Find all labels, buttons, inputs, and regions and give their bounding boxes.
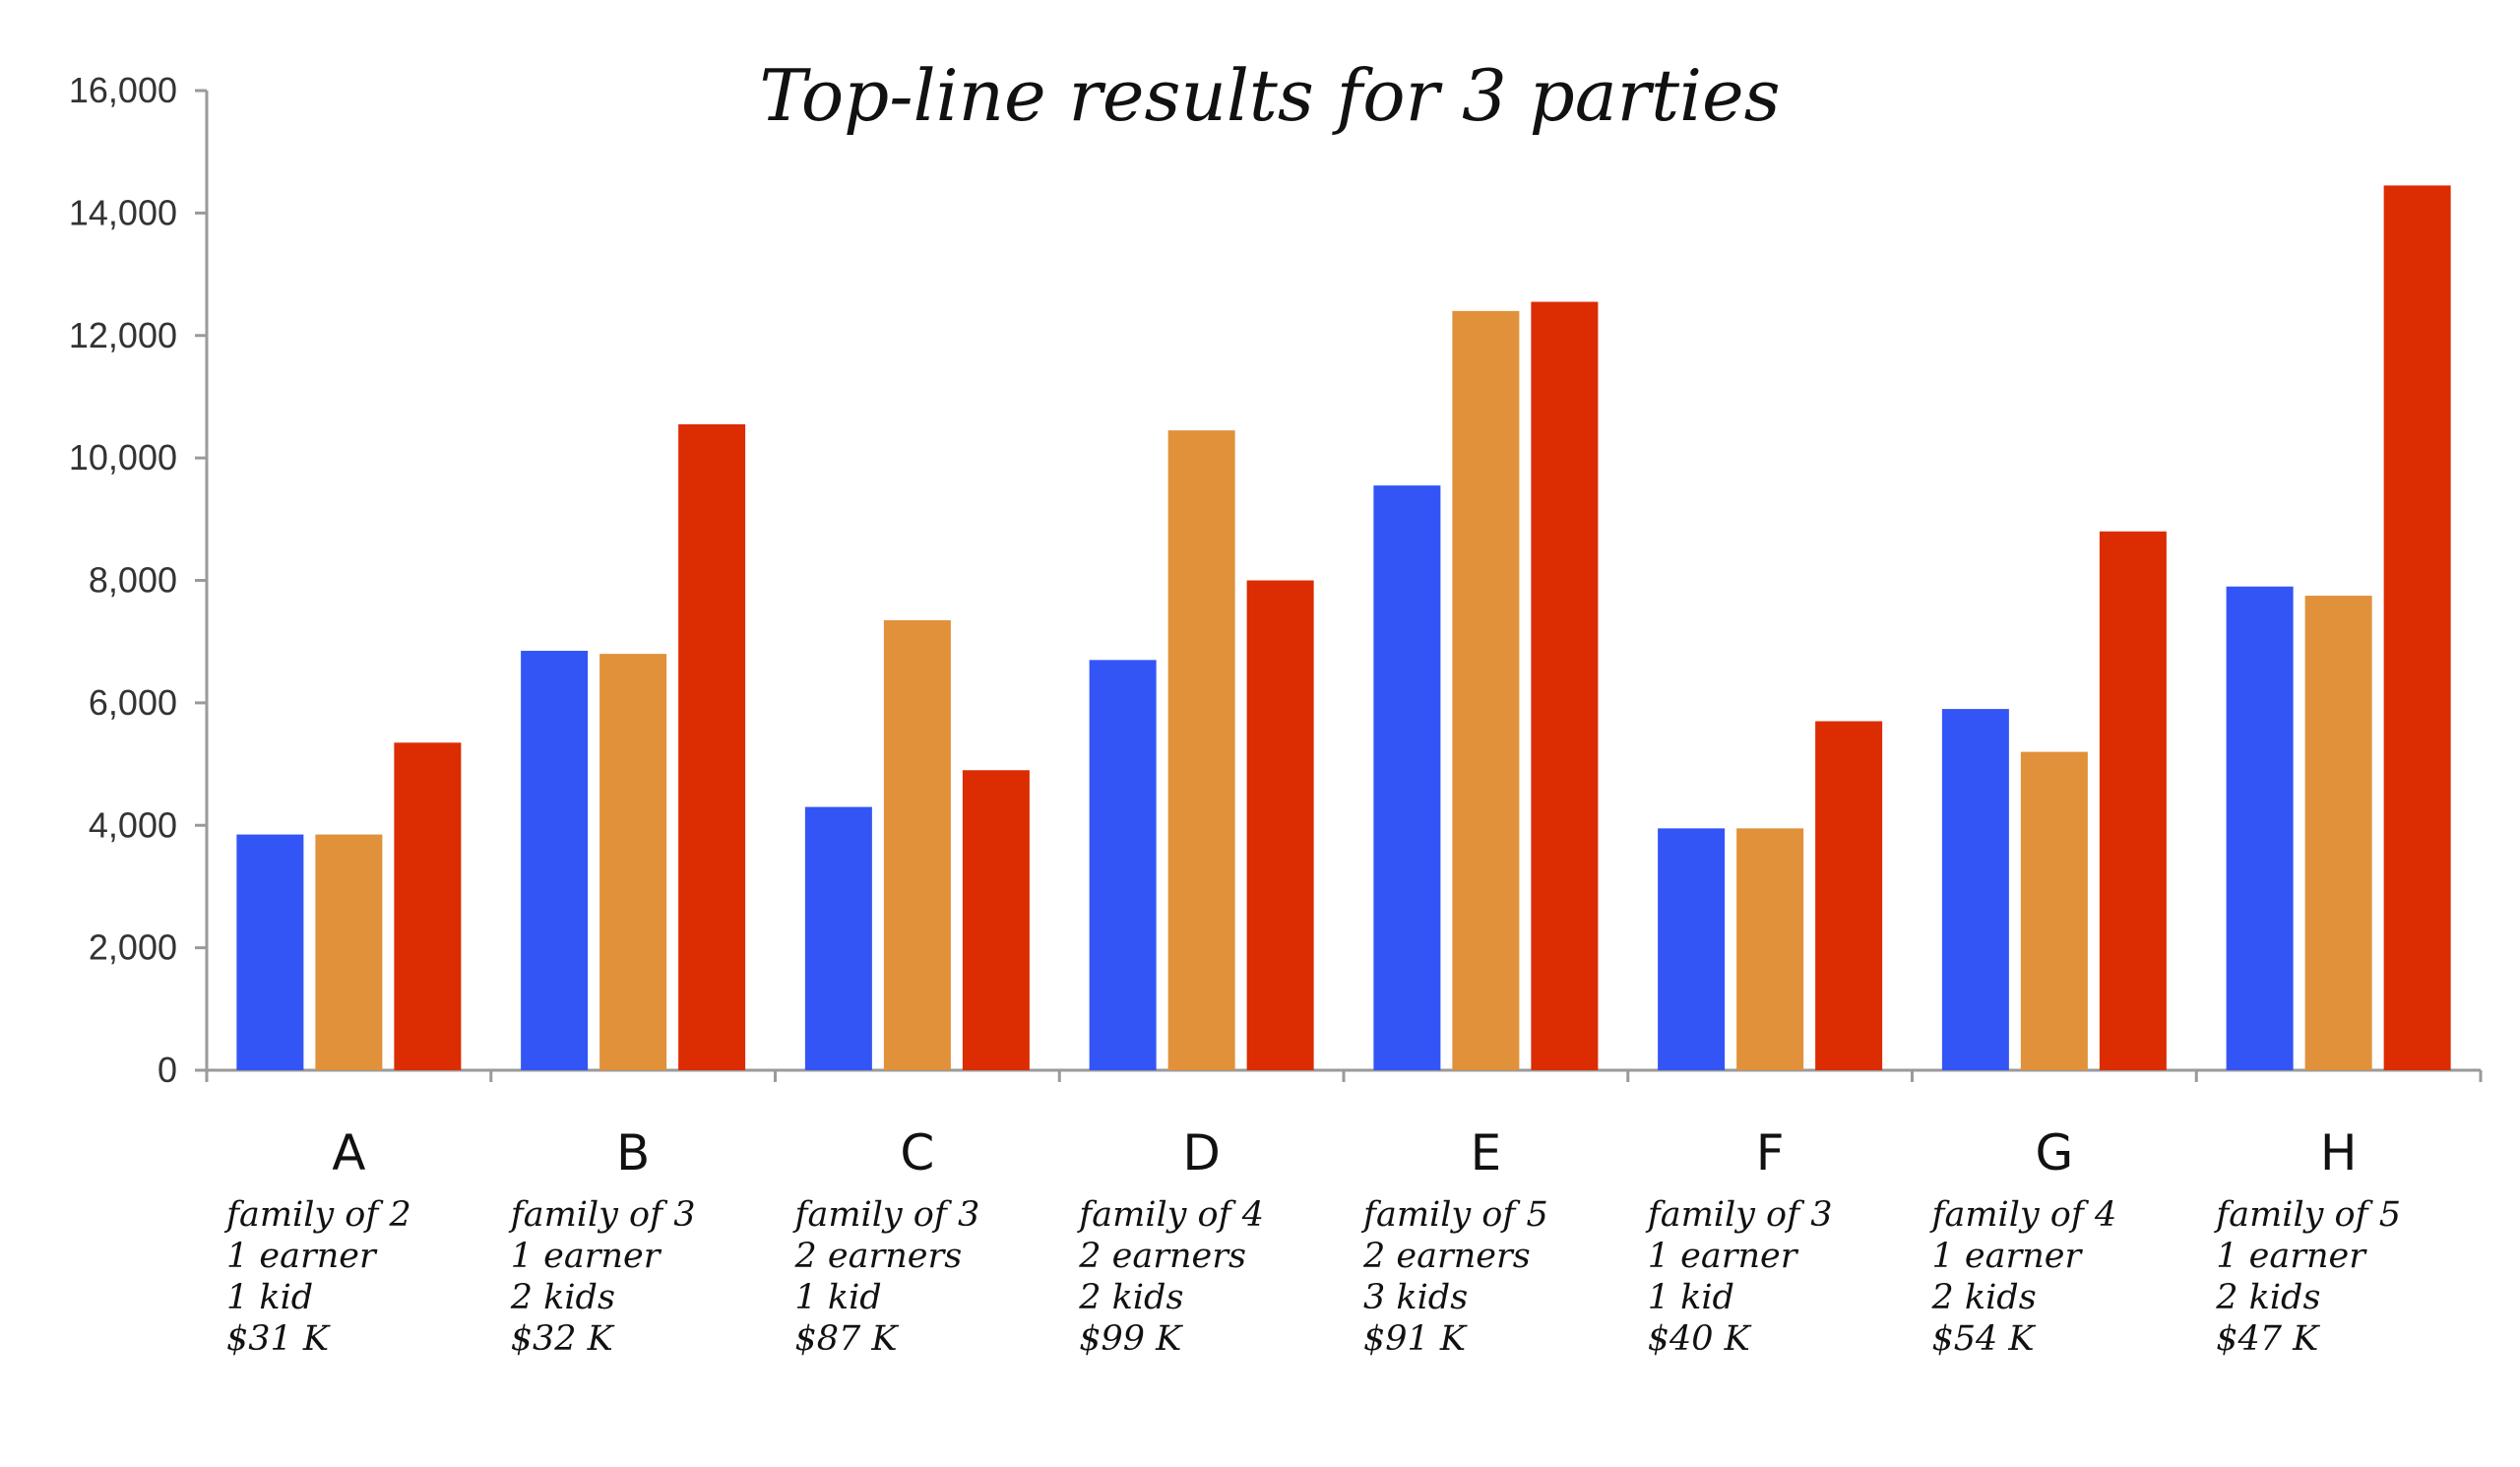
bar-B-2 [599, 654, 667, 1070]
bar-B-3 [678, 423, 746, 1070]
category-description-line: 2 earners [1362, 1237, 1531, 1276]
category-description-line: 1 kid [1648, 1278, 1734, 1317]
category-description-line: 1 earner [1932, 1237, 2084, 1276]
category-description-line: family of 4 [1929, 1195, 2117, 1235]
category-description-line: 2 earners [794, 1237, 963, 1276]
bar-A-1 [236, 834, 304, 1070]
x-axis [205, 1068, 2483, 1082]
y-tick-label: 4,000 [89, 804, 177, 845]
category-description-line: 2 kids [1078, 1278, 1183, 1317]
category-description-line: $31 K [226, 1319, 331, 1359]
category-description-line: 2 kids [510, 1278, 615, 1317]
category-description-line: 1 earner [1648, 1237, 1799, 1276]
category-description-line: family of 2 [223, 1195, 411, 1235]
category-description-line: family of 5 [2213, 1195, 2401, 1235]
category-label: A [332, 1124, 365, 1181]
category-description-line: family of 3 [792, 1195, 980, 1235]
category-label: E [1471, 1124, 1502, 1181]
bar-H-3 [2383, 185, 2451, 1070]
category-description-line: $47 K [2216, 1319, 2320, 1359]
bar-C-1 [804, 806, 872, 1070]
bar-E-1 [1373, 485, 1441, 1070]
category-description-line: family of 3 [508, 1195, 696, 1235]
category-description-line: 2 kids [1931, 1278, 2037, 1317]
y-tick-label: 0 [158, 1050, 177, 1090]
chart-title: Top-line results for 3 parties [759, 54, 1780, 137]
bar-G-2 [2020, 751, 2088, 1070]
category-description-line: 1 kid [226, 1278, 313, 1317]
bar-H-2 [2304, 596, 2372, 1070]
category-description-line: $32 K [511, 1319, 615, 1359]
bar-D-2 [1167, 430, 1235, 1070]
category-description-line: $87 K [795, 1319, 900, 1359]
category-description-line: 2 kids [2215, 1278, 2320, 1317]
y-tick-label: 10,000 [69, 437, 177, 478]
category-description-line: $91 K [1363, 1319, 1468, 1359]
category-description-line: family of 4 [1076, 1195, 1264, 1235]
category-description-line: family of 3 [1645, 1195, 1833, 1235]
category-description-line: 1 kid [795, 1278, 882, 1317]
y-tick-label: 2,000 [89, 927, 177, 968]
bar-C-3 [962, 770, 1030, 1070]
bar-E-2 [1452, 310, 1520, 1070]
bar-G-1 [1941, 709, 2009, 1070]
bar-C-2 [883, 619, 951, 1070]
y-axis: 0 2,000 4,000 6,000 8,000 10,000 12,000 14,000 1… [69, 70, 209, 1090]
category-description-line: 1 earner [511, 1237, 662, 1276]
y-tick-label: 16,000 [69, 70, 177, 110]
y-tick-label: 6,000 [89, 682, 177, 723]
y-tick-label: 8,000 [89, 560, 177, 601]
bar-A-2 [315, 834, 383, 1070]
y-tick-label: 12,000 [69, 315, 177, 355]
bar-F-3 [1815, 721, 1883, 1070]
bars [236, 185, 2451, 1070]
bar-H-1 [2226, 586, 2294, 1070]
category-description-line: 2 earners [1078, 1237, 1246, 1276]
bar-A-3 [394, 742, 462, 1070]
category-description-line: $40 K [1648, 1319, 1752, 1359]
bar-D-3 [1246, 580, 1314, 1070]
category-label: D [1182, 1124, 1221, 1181]
category-label: C [900, 1124, 934, 1181]
category-description-line: 1 earner [226, 1237, 378, 1276]
bar-F-1 [1658, 828, 1726, 1070]
category-description-line: $54 K [1932, 1319, 2037, 1359]
category-label: F [1756, 1124, 1785, 1181]
category-description-line: 1 earner [2216, 1237, 2367, 1276]
bar-E-3 [1531, 301, 1599, 1070]
category-description-line: $99 K [1079, 1319, 1183, 1359]
category-description-line: family of 5 [1360, 1195, 1548, 1235]
bar-D-1 [1089, 660, 1157, 1070]
y-tick-label: 14,000 [69, 192, 177, 232]
bar-B-1 [521, 651, 589, 1070]
category-description-line: 3 kids [1363, 1278, 1468, 1317]
category-label: B [616, 1124, 650, 1181]
bar-F-2 [1736, 828, 1804, 1070]
category-label: H [2320, 1124, 2358, 1181]
bar-G-3 [2099, 531, 2167, 1070]
category-label: G [2036, 1124, 2074, 1181]
